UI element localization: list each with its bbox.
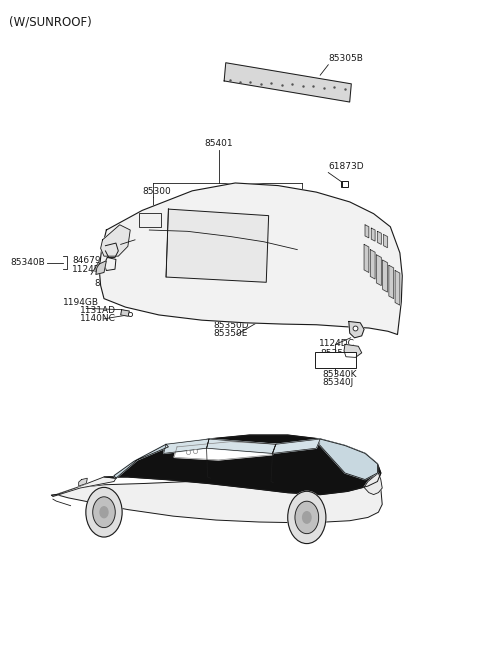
Polygon shape [224, 63, 351, 102]
Text: 85300: 85300 [142, 187, 171, 196]
Text: 1140NC: 1140NC [80, 314, 116, 323]
Circle shape [288, 491, 326, 544]
Text: 1124DC: 1124DC [72, 265, 108, 274]
Polygon shape [389, 265, 394, 298]
Circle shape [302, 512, 311, 523]
Text: 85350D: 85350D [214, 321, 250, 330]
Polygon shape [79, 478, 87, 486]
Polygon shape [96, 260, 107, 274]
Text: 91401B: 91401B [268, 194, 306, 203]
Circle shape [86, 487, 122, 537]
Polygon shape [51, 477, 116, 497]
Text: 1131AD: 1131AD [80, 306, 116, 315]
Polygon shape [395, 270, 400, 305]
Polygon shape [349, 321, 364, 338]
Polygon shape [99, 183, 402, 335]
Text: 85340K: 85340K [322, 370, 357, 379]
Text: 1194GB: 1194GB [62, 298, 98, 307]
FancyBboxPatch shape [139, 213, 161, 228]
Polygon shape [383, 260, 387, 292]
Polygon shape [104, 435, 381, 495]
Polygon shape [273, 439, 320, 453]
Text: 85340B: 85340B [10, 258, 45, 267]
Text: 8534EA: 8534EA [95, 279, 129, 287]
Text: 85360K: 85360K [269, 316, 303, 325]
Polygon shape [344, 344, 362, 358]
Circle shape [100, 506, 108, 518]
Text: 85355A: 85355A [320, 349, 355, 358]
Text: (W/SUNROOF): (W/SUNROOF) [9, 16, 91, 29]
Circle shape [93, 497, 115, 527]
Text: 85350K: 85350K [269, 308, 303, 317]
Polygon shape [120, 310, 129, 316]
Polygon shape [174, 441, 276, 460]
Text: 85340J: 85340J [322, 379, 353, 388]
Polygon shape [164, 439, 209, 453]
Text: 85401: 85401 [204, 139, 233, 148]
Text: 61873D: 61873D [328, 162, 364, 171]
Polygon shape [206, 439, 276, 453]
FancyBboxPatch shape [315, 352, 357, 369]
Polygon shape [364, 473, 382, 495]
Polygon shape [370, 250, 375, 279]
Circle shape [295, 501, 319, 533]
Polygon shape [166, 209, 269, 282]
Polygon shape [364, 245, 369, 272]
Text: 8534EA: 8534EA [308, 309, 343, 318]
Polygon shape [320, 439, 377, 480]
Polygon shape [56, 470, 382, 523]
Polygon shape [371, 228, 375, 241]
Polygon shape [376, 255, 381, 285]
Text: 85350G: 85350G [325, 296, 360, 305]
Text: 84679: 84679 [72, 256, 101, 265]
Polygon shape [365, 225, 369, 238]
Text: 85305B: 85305B [328, 54, 363, 64]
Polygon shape [101, 225, 130, 256]
Polygon shape [377, 232, 381, 245]
Text: 1124DC: 1124DC [319, 338, 355, 348]
Text: 85350E: 85350E [214, 329, 248, 338]
Polygon shape [384, 235, 387, 248]
Polygon shape [114, 444, 168, 478]
Text: 85350F: 85350F [325, 287, 359, 297]
